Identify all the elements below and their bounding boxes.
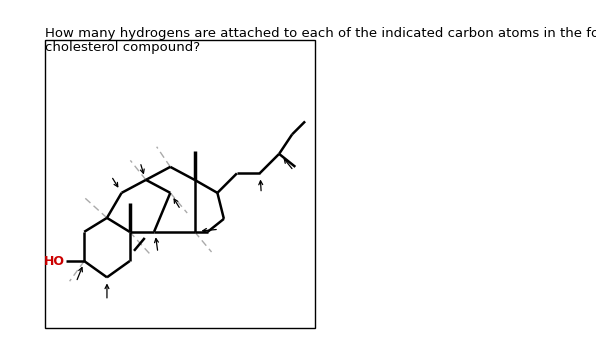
Text: cholesterol compound?: cholesterol compound? xyxy=(45,41,200,54)
Bar xyxy=(45,40,315,328)
Text: How many hydrogens are attached to each of the indicated carbon atoms in the fol: How many hydrogens are attached to each … xyxy=(45,27,596,40)
Text: HO: HO xyxy=(44,254,65,268)
